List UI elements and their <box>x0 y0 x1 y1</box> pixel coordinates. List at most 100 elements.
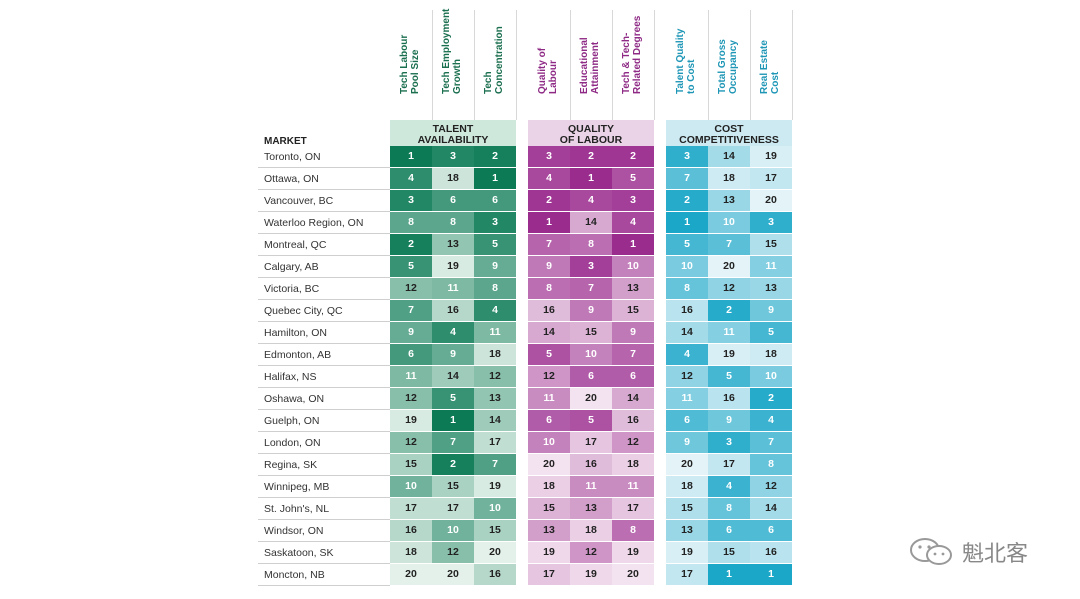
rank-cell: 7 <box>474 454 516 475</box>
rank-cell: 13 <box>708 190 750 211</box>
rank-cell: 9 <box>750 300 792 321</box>
rank-cell: 10 <box>612 256 654 277</box>
rank-cell: 7 <box>612 344 654 365</box>
rank-cell: 11 <box>474 322 516 343</box>
column-divider <box>654 10 655 120</box>
rank-cell: 19 <box>708 344 750 365</box>
rank-cell: 10 <box>390 476 432 497</box>
row-divider <box>258 167 390 168</box>
rank-cell: 2 <box>432 454 474 475</box>
market-label: Toronto, ON <box>264 151 321 163</box>
column-divider <box>516 10 517 120</box>
rank-cell: 13 <box>750 278 792 299</box>
rank-cell: 16 <box>612 410 654 431</box>
column-header-label: Tech & Tech- Related Degrees <box>621 15 643 94</box>
rank-cell: 17 <box>708 454 750 475</box>
rank-cell: 6 <box>528 410 570 431</box>
rank-cell: 12 <box>432 542 474 563</box>
rank-cell: 14 <box>750 498 792 519</box>
rank-cell: 4 <box>528 168 570 189</box>
column-header-label: Real Estate Cost <box>759 40 781 94</box>
rank-cell: 8 <box>750 454 792 475</box>
rank-cell: 1 <box>570 168 612 189</box>
rank-cell: 18 <box>666 476 708 497</box>
rank-cell: 8 <box>528 278 570 299</box>
rank-cell: 13 <box>570 498 612 519</box>
rank-cell: 5 <box>528 344 570 365</box>
row-divider <box>258 541 390 542</box>
column-header-label: Quality of Labour <box>537 47 559 94</box>
column-header: Real Estate Cost <box>750 18 790 120</box>
rank-cell: 12 <box>708 278 750 299</box>
rank-cell: 9 <box>528 256 570 277</box>
rank-cell: 12 <box>474 366 516 387</box>
rank-cell: 19 <box>570 564 612 585</box>
rank-cell: 1 <box>432 410 474 431</box>
rank-cell: 17 <box>666 564 708 585</box>
market-label: Oshawa, ON <box>264 393 325 405</box>
rank-cell: 11 <box>708 322 750 343</box>
rank-cell: 4 <box>570 190 612 211</box>
rank-cell: 9 <box>612 322 654 343</box>
rank-cell: 9 <box>474 256 516 277</box>
rank-cell: 16 <box>474 564 516 585</box>
rank-cell: 12 <box>390 278 432 299</box>
rank-cell: 14 <box>612 388 654 409</box>
market-label: Quebec City, QC <box>264 305 343 317</box>
rank-cell: 17 <box>474 432 516 453</box>
rank-cell: 9 <box>666 432 708 453</box>
row-divider <box>258 255 390 256</box>
rank-cell: 5 <box>612 168 654 189</box>
rank-cell: 5 <box>708 366 750 387</box>
group-header: QUALITY OF LABOUR <box>528 120 654 150</box>
column-header: Total Gross Occupancy <box>708 18 748 120</box>
watermark: 魁北客 <box>908 536 1028 568</box>
rank-cell: 15 <box>390 454 432 475</box>
rank-cell: 9 <box>570 300 612 321</box>
rank-cell: 10 <box>708 212 750 233</box>
column-header-label: Tech Labour Pool Size <box>399 34 421 94</box>
market-label: Guelph, ON <box>264 415 320 427</box>
column-divider <box>474 10 475 120</box>
market-label: Halifax, NS <box>264 371 317 383</box>
rank-cell: 2 <box>528 190 570 211</box>
market-label: St. John's, NL <box>264 503 330 515</box>
rank-cell: 17 <box>528 564 570 585</box>
rank-cell: 17 <box>390 498 432 519</box>
column-header-label: Tech Employment Growth <box>441 8 463 94</box>
rank-cell: 17 <box>432 498 474 519</box>
row-divider <box>258 365 390 366</box>
group-header: TALENT AVAILABILITY <box>390 120 516 150</box>
rank-cell: 8 <box>612 520 654 541</box>
rank-cell: 10 <box>432 520 474 541</box>
rank-cell: 14 <box>570 212 612 233</box>
rank-cell: 14 <box>666 322 708 343</box>
column-divider <box>750 10 751 120</box>
column-header-label: Total Gross Occupancy <box>717 39 739 94</box>
rank-cell: 19 <box>432 256 474 277</box>
rank-cell: 1 <box>474 168 516 189</box>
rank-cell: 5 <box>570 410 612 431</box>
column-divider <box>612 10 613 120</box>
rank-cell: 11 <box>666 388 708 409</box>
row-divider <box>258 387 390 388</box>
column-header: Educational Attainment <box>570 18 610 120</box>
market-label: Vancouver, BC <box>264 195 334 207</box>
rank-cell: 19 <box>390 410 432 431</box>
rank-cell: 1 <box>390 146 432 167</box>
market-label: Victoria, BC <box>264 283 320 295</box>
rank-cell: 18 <box>750 344 792 365</box>
row-divider <box>258 189 390 190</box>
rank-cell: 13 <box>528 520 570 541</box>
market-label: Waterloo Region, ON <box>264 217 364 229</box>
row-divider <box>258 233 390 234</box>
rank-cell: 9 <box>390 322 432 343</box>
rank-cell: 13 <box>474 388 516 409</box>
rank-cell: 8 <box>666 278 708 299</box>
rank-cell: 2 <box>474 146 516 167</box>
rank-cell: 12 <box>750 476 792 497</box>
row-divider <box>258 563 390 564</box>
rank-cell: 18 <box>528 476 570 497</box>
market-label: Moncton, NB <box>264 569 325 581</box>
rank-cell: 1 <box>666 212 708 233</box>
